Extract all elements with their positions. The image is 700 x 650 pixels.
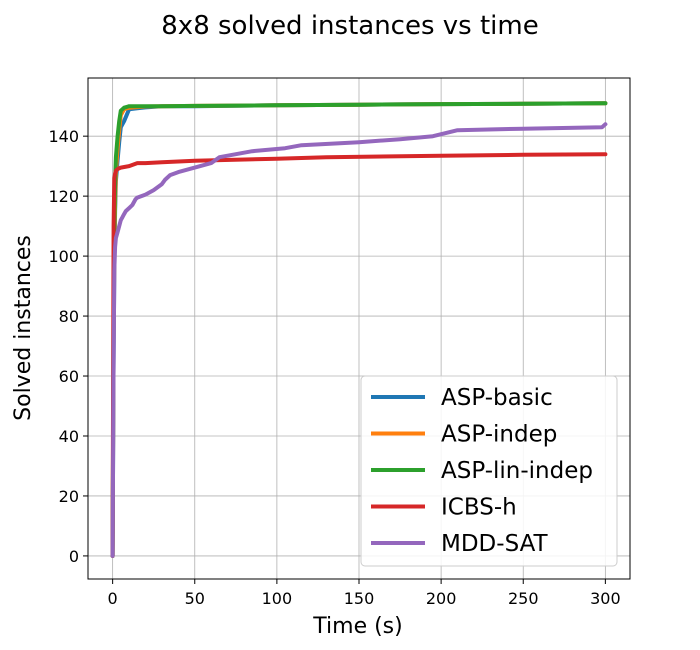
y-tick-label: 80: [59, 307, 79, 326]
x-axis-label: Time (s): [312, 614, 402, 639]
legend-box: [360, 375, 618, 567]
legend-label: ASP-indep: [441, 422, 557, 448]
x-tick-label: 150: [344, 589, 375, 608]
legend: ASP-basic ASP-indep ASP-lin-indep ICBS-h MDD…: [360, 375, 618, 567]
series-line-mdd-sat: [110, 122, 608, 558]
grid: [88, 78, 630, 579]
x-tick-label: 50: [185, 589, 205, 608]
y-tick-label: 120: [48, 187, 79, 206]
series-line-icbs-h: [110, 152, 608, 558]
x-tick-label: 0: [108, 589, 118, 608]
legend-label: MDD-SAT: [441, 531, 549, 557]
legend-label: ICBS-h: [441, 495, 517, 521]
legend-label: ASP-lin-indep: [441, 458, 593, 484]
series-layer: [110, 101, 608, 558]
chart-title: 8x8 solved instances vs time: [161, 11, 538, 41]
x-tick-label: 200: [426, 589, 457, 608]
y-tick-label: 40: [59, 427, 79, 446]
y-tick-label: 100: [48, 247, 79, 266]
y-tick-label: 0: [69, 547, 79, 566]
y-axis-label: Solved instances: [11, 235, 36, 421]
y-tick-label: 20: [59, 487, 79, 506]
y-tick-label: 140: [48, 127, 79, 146]
x-tick-label: 300: [590, 589, 621, 608]
x-tick-label: 250: [508, 589, 539, 608]
y-tick-label: 60: [59, 367, 79, 386]
legend-label: ASP-basic: [441, 385, 553, 411]
x-tick-label: 100: [262, 589, 293, 608]
ticks: 0 50 100 150 200 250 300 0 20 40 60 80 100 120 140: [48, 127, 620, 608]
